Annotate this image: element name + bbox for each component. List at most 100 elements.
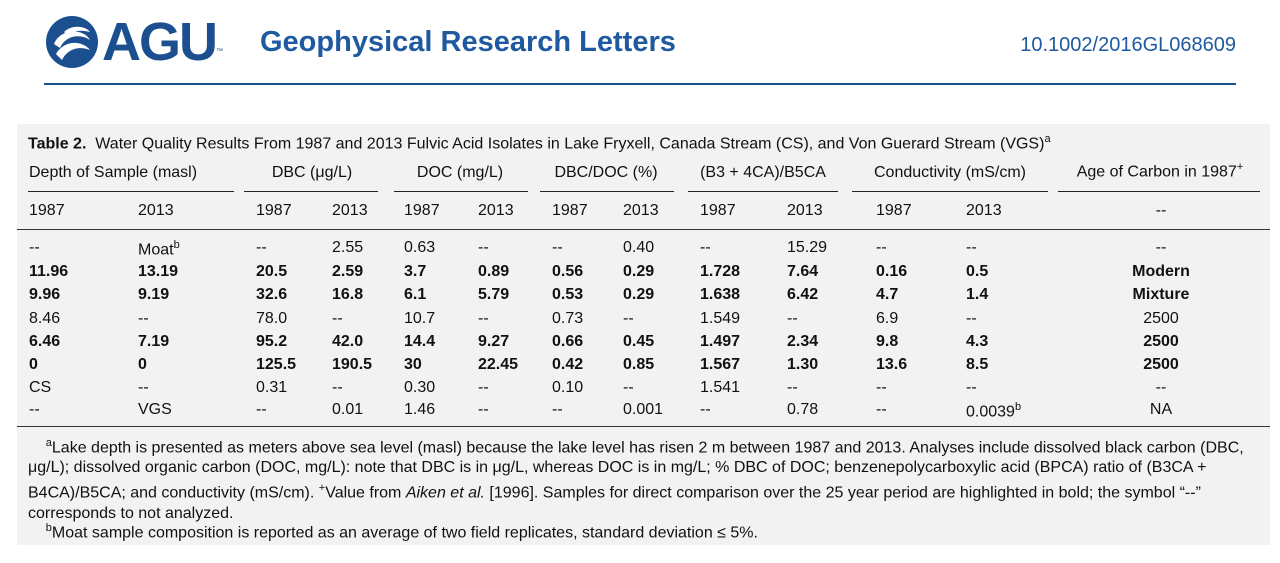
cell-text: 7.19 bbox=[138, 333, 170, 350]
cell-text: -- bbox=[700, 239, 711, 256]
cell-ratio-2013: 0.29 bbox=[623, 263, 654, 281]
header-conductivity: Conductivity (mS/cm) bbox=[873, 164, 1027, 181]
cell-text: 0 bbox=[138, 356, 147, 373]
cell-text: 6.9 bbox=[876, 310, 899, 327]
footnote-a-citation[interactable]: Aiken et al. bbox=[405, 484, 485, 502]
cell-bpca-1987: 1987 bbox=[700, 202, 736, 220]
cell-ratio-1987: 1987 bbox=[552, 202, 588, 220]
cell-text: 6.42 bbox=[787, 286, 819, 303]
cell-ratio-1987: 0.42 bbox=[552, 356, 583, 374]
cell-text: 2013 bbox=[623, 202, 659, 219]
cell-cond-1987: -- bbox=[876, 239, 887, 257]
cell-text: 1.638 bbox=[700, 286, 741, 303]
cell-age-1987: 2500 bbox=[1143, 333, 1179, 351]
cell-bpca-2013: 0.78 bbox=[787, 401, 818, 419]
cell-doc-1987: 0.30 bbox=[404, 379, 435, 397]
cell-text: 0.16 bbox=[876, 263, 908, 280]
cell-text: 1.541 bbox=[700, 379, 741, 396]
cell-ratio-2013: 0.40 bbox=[623, 239, 654, 257]
cell-dbc-2013: 2.59 bbox=[332, 263, 363, 281]
cell-age-1987: 2500 bbox=[1143, 356, 1179, 374]
footnote-ref-b[interactable]: b bbox=[173, 239, 180, 251]
agu-logo[interactable]: AGU bbox=[44, 14, 218, 70]
cell-dbc-2013: 16.8 bbox=[332, 286, 363, 304]
cell-age-1987: 2500 bbox=[1143, 310, 1179, 328]
cell-dbc-1987: 32.6 bbox=[256, 286, 287, 304]
cell-text: 2.34 bbox=[787, 333, 819, 350]
cell-text: 0.45 bbox=[623, 333, 655, 350]
cell-depth-2013: -- bbox=[138, 379, 149, 397]
cell-ratio-1987: 0.10 bbox=[552, 379, 583, 397]
footnote-ref-b[interactable]: b bbox=[1014, 401, 1022, 413]
cell-text: Moat bbox=[138, 241, 174, 259]
cell-doc-2013: 9.27 bbox=[478, 333, 509, 351]
cell-dbc-1987: 78.0 bbox=[256, 310, 287, 328]
cell-depth-2013: Moatb bbox=[138, 239, 180, 259]
cell-cond-1987: 9.8 bbox=[876, 333, 898, 351]
cell-text: -- bbox=[138, 379, 149, 396]
cell-text: 22.45 bbox=[478, 356, 519, 373]
cell-text: 1987 bbox=[29, 202, 65, 219]
cell-text: 9.8 bbox=[876, 333, 899, 350]
cell-doc-1987: 1.46 bbox=[404, 401, 435, 419]
cell-age-1987: -- bbox=[1156, 239, 1167, 257]
cell-bpca-2013: -- bbox=[787, 310, 798, 328]
cell-text: 8.5 bbox=[966, 356, 989, 373]
cell-text: 2500 bbox=[1143, 310, 1179, 327]
cell-cond-2013: -- bbox=[966, 239, 977, 257]
cell-text: -- bbox=[876, 401, 887, 418]
cell-ratio-1987: -- bbox=[552, 239, 563, 257]
cell-text: 0.5 bbox=[966, 263, 989, 280]
cell-text: 1.30 bbox=[787, 356, 819, 373]
cell-text: VGS bbox=[138, 401, 172, 418]
footnote-b-text: Moat sample composition is reported as a… bbox=[51, 524, 758, 542]
rule-dbc bbox=[244, 191, 378, 192]
cell-depth-1987: 11.96 bbox=[29, 263, 68, 281]
cell-depth-2013: 9.19 bbox=[138, 286, 169, 304]
trademark-mark: ™ bbox=[216, 48, 223, 55]
cell-depth-2013: 2013 bbox=[138, 202, 174, 220]
doi-link[interactable]: 10.1002/2016GL068609 bbox=[1020, 34, 1236, 56]
cell-doc-1987: 10.7 bbox=[404, 310, 435, 328]
table-title: Water Quality Results From 1987 and 2013… bbox=[95, 135, 1045, 153]
cell-text: 9.19 bbox=[138, 286, 170, 303]
cell-text: -- bbox=[552, 239, 563, 256]
cell-text: 30 bbox=[404, 356, 422, 373]
cell-text: 95.2 bbox=[256, 333, 288, 350]
header-bpca: (B3 + 4CA)/B5CA bbox=[700, 164, 826, 181]
cell-bpca-2013: -- bbox=[787, 379, 798, 397]
cell-depth-2013: -- bbox=[138, 310, 149, 328]
cell-bpca-1987: 1.728 bbox=[700, 263, 740, 281]
cell-text: 2013 bbox=[332, 202, 368, 219]
cell-ratio-1987: 0.56 bbox=[552, 263, 583, 281]
cell-doc-2013: 0.89 bbox=[478, 263, 509, 281]
cell-text: 2013 bbox=[138, 202, 174, 219]
cell-depth-2013: 0 bbox=[138, 356, 147, 374]
cell-text: 4.7 bbox=[876, 286, 899, 303]
cell-bpca-1987: -- bbox=[700, 239, 711, 257]
cell-text: 8.46 bbox=[29, 310, 61, 327]
cell-doc-2013: -- bbox=[478, 239, 489, 257]
footnote-a-mark: a bbox=[45, 437, 52, 449]
table-panel bbox=[17, 124, 1270, 545]
journal-title[interactable]: Geophysical Research Letters bbox=[260, 26, 676, 58]
cell-cond-2013: -- bbox=[966, 379, 977, 397]
cell-text: 2500 bbox=[1143, 356, 1179, 373]
cell-text: 1.497 bbox=[700, 333, 741, 350]
cell-doc-2013: -- bbox=[478, 310, 489, 328]
cell-text: -- bbox=[29, 401, 40, 418]
cell-cond-2013: 0.5 bbox=[966, 263, 988, 281]
cell-text: 7.64 bbox=[787, 263, 819, 280]
cell-text: -- bbox=[966, 239, 977, 256]
cell-text: -- bbox=[1155, 379, 1167, 396]
cell-cond-2013: 1.4 bbox=[966, 286, 988, 304]
footnote-a-plus: + bbox=[318, 482, 326, 495]
cell-text: 0.01 bbox=[332, 401, 364, 418]
cell-text: 1987 bbox=[552, 202, 588, 219]
cell-depth-1987: 8.46 bbox=[29, 310, 60, 328]
cell-text: 1.549 bbox=[700, 310, 741, 327]
cell-bpca-2013: 6.42 bbox=[787, 286, 818, 304]
cell-text: 13.6 bbox=[876, 356, 908, 373]
footnote-ref-a[interactable]: a bbox=[1044, 133, 1051, 145]
cell-text: -- bbox=[478, 239, 489, 256]
